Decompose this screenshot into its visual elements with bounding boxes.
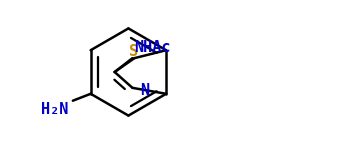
Text: H₂N: H₂N: [41, 102, 69, 117]
Text: S: S: [129, 44, 138, 59]
Text: N: N: [140, 83, 149, 98]
Text: NHAc: NHAc: [134, 40, 171, 55]
